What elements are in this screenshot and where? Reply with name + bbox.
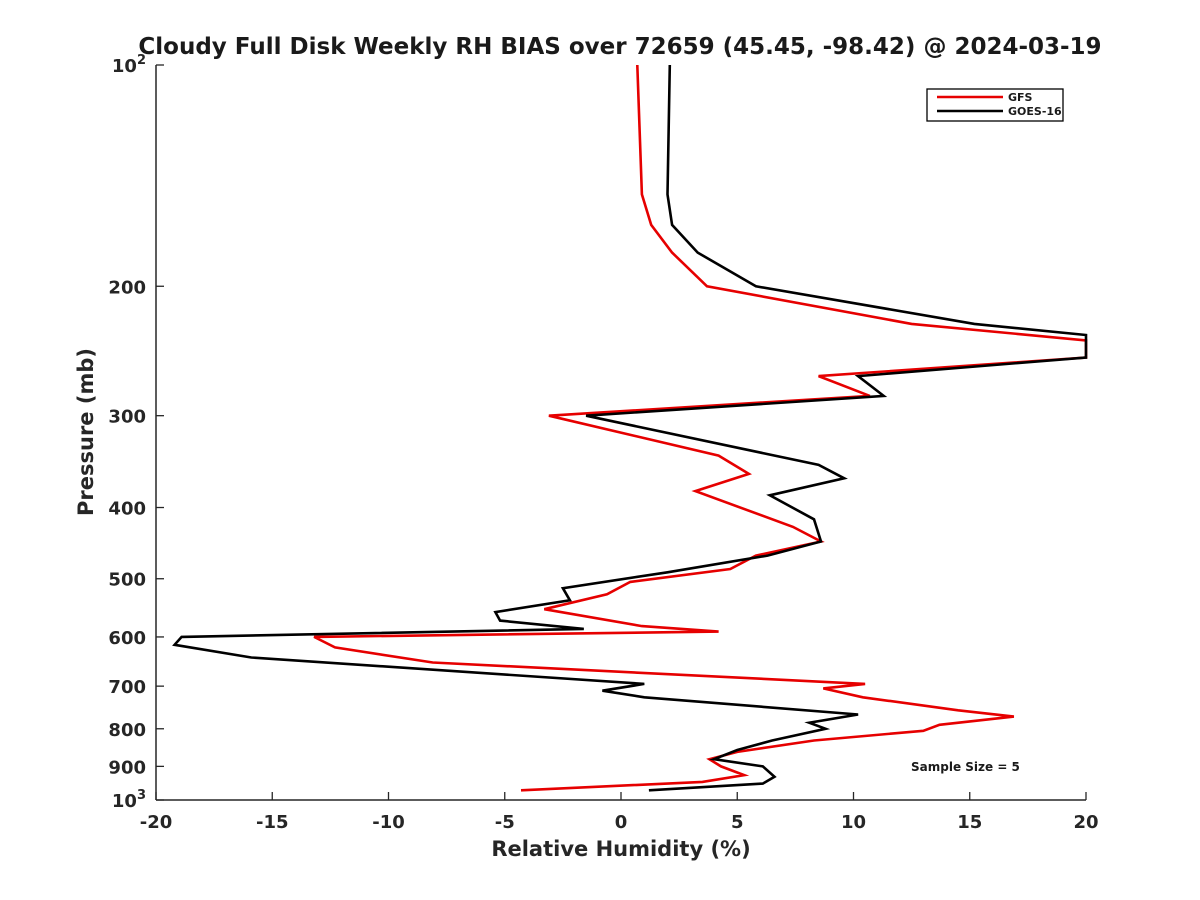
y-tick-label: 800 — [108, 720, 146, 741]
x-tick-label: 20 — [1073, 812, 1098, 833]
y-tick-label: 300 — [108, 407, 146, 428]
legend-label-gfs: GFS — [1008, 91, 1033, 104]
sample-size-annotation: Sample Size = 5 — [911, 760, 1020, 774]
legend-box — [926, 88, 1064, 122]
y-ticks: 102 200 300 400 500 600 700 800 900 103 — [108, 53, 164, 812]
x-tick-label: -5 — [495, 812, 515, 833]
y-tick-label: 600 — [108, 628, 146, 649]
y-tick-label: 700 — [108, 677, 146, 698]
legend-label-goes16: GOES-16 — [1008, 105, 1062, 118]
x-tick-label: -15 — [256, 812, 289, 833]
y-tick-label: 500 — [108, 570, 146, 591]
chart-title: Cloudy Full Disk Weekly RH BIAS over 726… — [138, 34, 1101, 60]
x-axis-label: Relative Humidity (%) — [491, 837, 750, 861]
y-tick-label: 400 — [108, 499, 146, 520]
series-group — [172, 64, 1088, 792]
x-tick-label: -20 — [140, 812, 173, 833]
x-ticks: -20 -15 -10 -5 0 5 10 15 20 — [140, 792, 1099, 833]
x-tick-label: 0 — [615, 812, 628, 833]
series-line-gfs — [313, 64, 1088, 792]
x-tick-label: -10 — [372, 812, 405, 833]
x-tick-label: 10 — [841, 812, 866, 833]
y-tick-label: 102 — [112, 53, 146, 77]
y-axis-label: Pressure (mb) — [74, 348, 98, 516]
y-tick-label: 900 — [108, 757, 146, 778]
y-tick-label: 103 — [112, 788, 146, 812]
legend: GFS GOES-16 — [926, 88, 1064, 122]
y-tick-label: 200 — [108, 277, 146, 298]
x-tick-label: 5 — [731, 812, 744, 833]
x-tick-label: 15 — [957, 812, 982, 833]
series-line-goes16 — [172, 64, 1088, 792]
